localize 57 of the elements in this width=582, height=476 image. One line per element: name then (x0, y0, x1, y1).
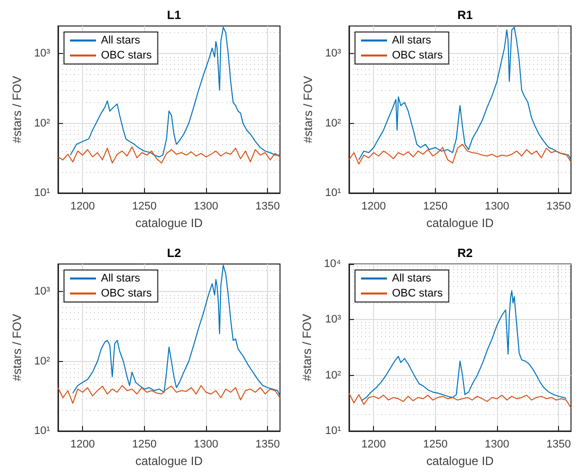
line-series (58, 385, 280, 404)
y-tick-label: 10³ (34, 48, 50, 60)
x-tick-label: 1350 (546, 438, 571, 450)
legend-label: OBC stars (392, 288, 444, 300)
x-tick-label: 1300 (484, 438, 510, 450)
line-series (358, 26, 572, 160)
x-tick-label: 1200 (361, 438, 386, 450)
x-axis-title: catalogue ID (426, 454, 494, 468)
x-tick-label: 1300 (194, 438, 218, 450)
x-tick-label: 1300 (194, 200, 218, 212)
x-tick-label: 1200 (70, 438, 95, 450)
y-tick-label: 10⁴ (324, 258, 342, 270)
line-series (348, 392, 572, 408)
x-tick-label: 1250 (423, 438, 448, 450)
y-tick-label: 10² (325, 117, 342, 130)
line-series (348, 144, 572, 165)
line-series (70, 26, 280, 158)
x-axis-title: catalogue ID (135, 454, 204, 468)
legend-label: All stars (101, 272, 141, 284)
y-axis-title: #stars / FOV (10, 76, 24, 144)
x-tick-label: 1250 (132, 200, 157, 212)
x-axis-title: catalogue ID (426, 216, 494, 230)
y-tick-label: 10² (34, 355, 50, 368)
legend-label: All stars (392, 272, 432, 284)
x-tick-label: 1300 (484, 200, 510, 212)
legend-label: All stars (392, 34, 432, 46)
x-tick-label: 1350 (255, 200, 280, 212)
x-tick-label: 1350 (255, 438, 280, 450)
y-tick-label: 10¹ (34, 425, 50, 437)
y-tick-label: 10¹ (34, 187, 50, 199)
x-tick-label: 1250 (132, 438, 157, 450)
chart-title: L1 (166, 8, 182, 22)
x-tick-label: 1350 (546, 200, 571, 212)
y-axis-title: #stars / FOV (300, 314, 314, 382)
line-series (72, 264, 280, 396)
x-tick-label: 1200 (70, 200, 95, 212)
legend-label: OBC stars (101, 50, 152, 62)
chart-title: R1 (457, 8, 473, 22)
y-tick-label: 10³ (325, 48, 342, 60)
y-tick-label: 10¹ (325, 187, 342, 199)
y-tick-label: 10² (34, 117, 50, 130)
y-tick-label: 10³ (34, 286, 50, 298)
chart-title: R2 (457, 246, 473, 260)
line-series (58, 146, 280, 164)
legend-label: OBC stars (392, 50, 444, 62)
y-axis-title: #stars / FOV (301, 76, 316, 144)
y-tick-label: 10³ (325, 314, 342, 326)
chart-title: L2 (166, 246, 182, 260)
y-tick-label: 10¹ (325, 425, 342, 437)
y-tick-label: 10² (325, 369, 342, 382)
x-tick-label: 1200 (361, 200, 386, 212)
legend-label: OBC stars (101, 288, 152, 300)
x-axis-title: catalogue ID (135, 216, 204, 230)
line-series (360, 290, 567, 402)
x-tick-label: 1250 (423, 200, 448, 212)
legend-label: All stars (101, 34, 141, 46)
y-axis-title: #stars / FOV (10, 314, 24, 382)
